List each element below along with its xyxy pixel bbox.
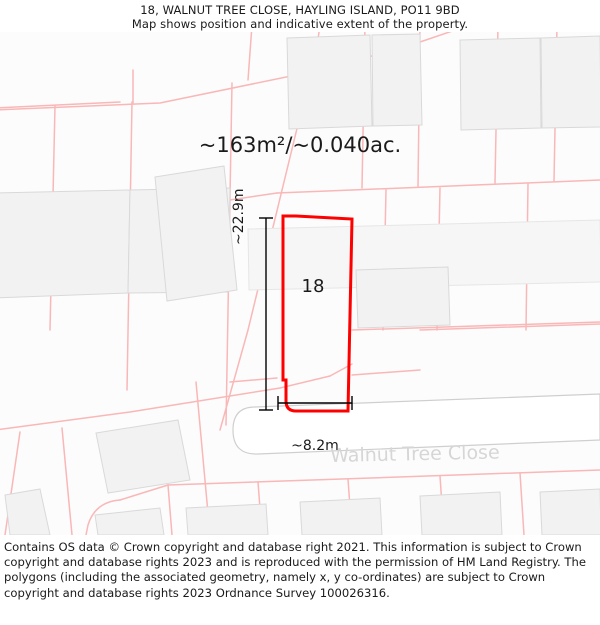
- road-cul-de-sac: [232, 393, 600, 455]
- page-title: 18, WALNUT TREE CLOSE, HAYLING ISLAND, P…: [140, 3, 460, 17]
- street-name-label: Walnut Tree Close: [330, 441, 500, 467]
- property-outline[interactable]: [281, 214, 354, 413]
- vertical-dimension-label: ~22.9m: [231, 188, 247, 245]
- copyright-footer: Contains OS data © Crown copyright and d…: [0, 537, 600, 625]
- map-canvas[interactable]: ~163m²/~0.040ac. 18 ~22.9m ~8.2m Walnut …: [0, 30, 600, 535]
- map-header: 18, WALNUT TREE CLOSE, HAYLING ISLAND, P…: [0, 0, 600, 32]
- dimension-lines: [259, 217, 353, 411]
- page-subtitle: Map shows position and indicative extent…: [131, 17, 469, 31]
- area-label: ~163m²/~0.040ac.: [198, 133, 402, 157]
- map-vector-layer: [0, 30, 600, 535]
- building-polygons: [0, 33, 600, 535]
- plot-number-label: 18: [301, 276, 325, 297]
- horizontal-dimension-label: ~8.2m: [291, 438, 339, 454]
